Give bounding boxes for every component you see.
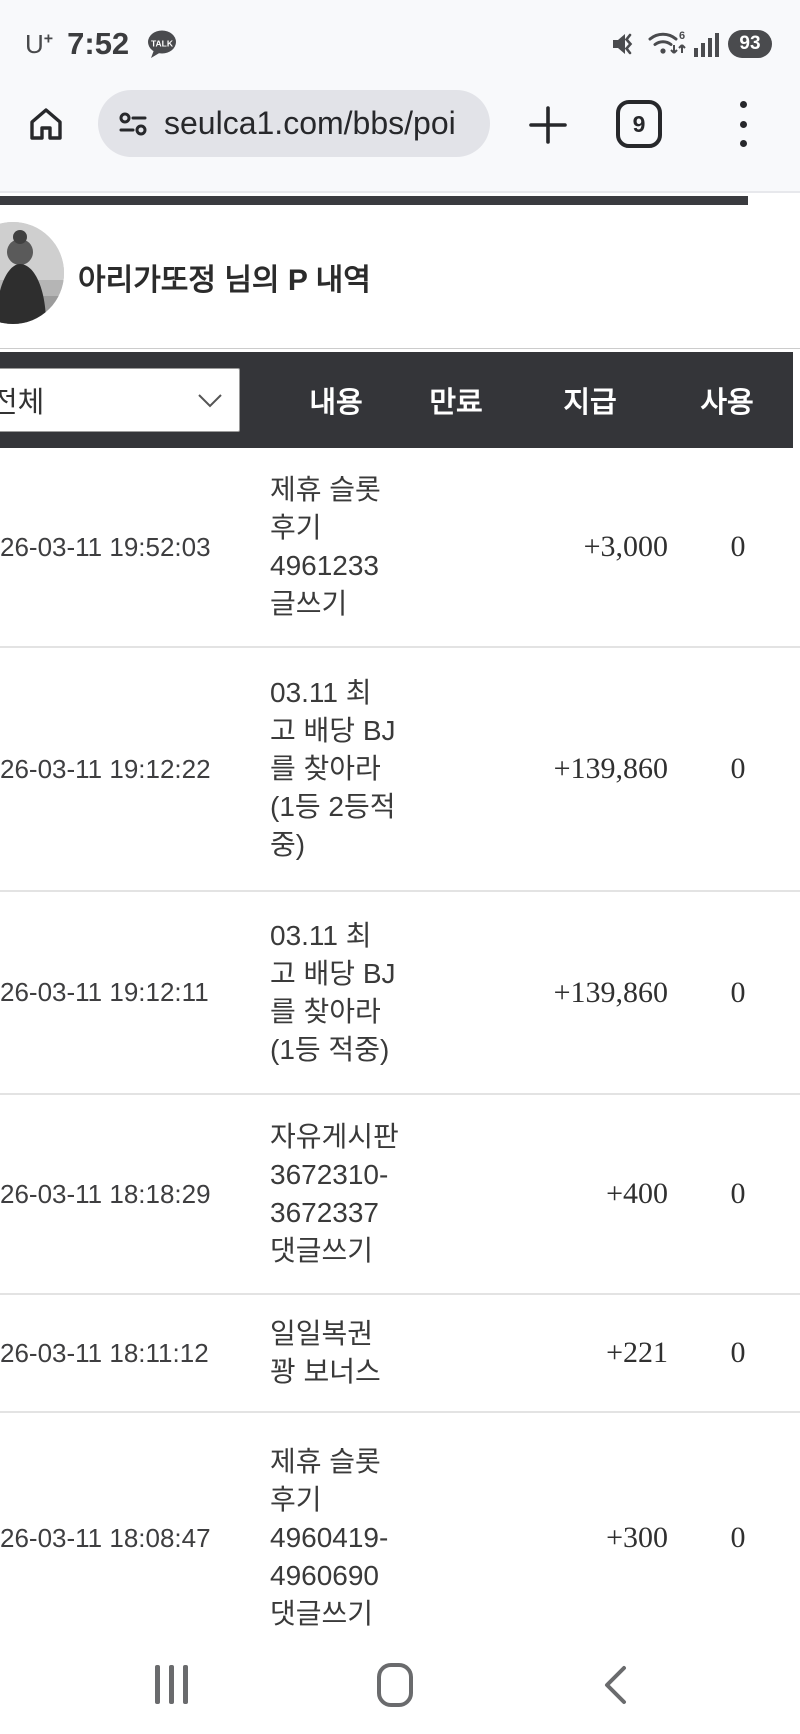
new-tab-button[interactable] [528,105,568,145]
row-datetime: 26-03-11 19:12:22 [0,753,211,784]
row-content: 03.11 최 고 배당 BJ 를 찾아라 (1등 2등적 중) [270,677,396,860]
browser-home-button[interactable] [27,105,65,143]
row-used: 0 [730,530,746,563]
chevron-down-icon [197,393,223,409]
row-used: 0 [730,975,746,1009]
mute-vibrate-icon [610,30,638,58]
nav-recents-button[interactable] [155,1665,188,1704]
carrier-label: U+ [25,28,54,59]
column-header-expire: 만료 [429,387,483,419]
row-content: 03.11 최 고 배당 BJ 를 찾아라 (1등 적중) [270,919,396,1065]
battery-indicator: 93 [728,30,772,58]
row-expire [420,1095,480,1293]
row-datetime: 26-03-11 18:18:29 [0,1178,211,1209]
table-row: 26-03-11 19:52:03 제휴 슬롯 후기 4961233 글쓰기 +… [0,448,800,648]
site-settings-icon[interactable] [118,109,148,139]
kakaotalk-notification-icon: TALK [145,29,179,59]
row-expire [420,648,480,890]
row-used: 0 [730,752,746,785]
tab-switcher-button[interactable]: 9 [616,100,662,148]
row-datetime: 26-03-11 18:08:47 [0,1522,211,1553]
row-datetime: 26-03-11 19:12:11 [0,977,209,1007]
section-divider [0,348,800,349]
svg-text:TALK: TALK [151,39,174,49]
column-header-used: 사용 [700,387,754,419]
status-clock: 7:52 [67,26,130,61]
page-title: 아리가또정 님의 P 내역 [78,264,371,297]
row-paid: +221 [606,1336,668,1369]
row-content: 자유게시판 3672310- 3672337 댓글쓰기 [270,1121,399,1266]
column-header-content: 내용 [309,387,363,419]
table-row: 26-03-11 18:18:29 자유게시판 3672310- 3672337… [0,1095,800,1295]
url-text[interactable]: seulca1.com/bbs/poi [164,105,456,141]
table-row: 26-03-11 19:12:11 03.11 최 고 배당 BJ 를 찾아라 … [0,892,800,1095]
svg-text:6: 6 [679,30,685,42]
filter-select-value: 전체 [0,387,45,419]
table-row: 26-03-11 19:12:22 03.11 최 고 배당 BJ 를 찾아라 … [0,648,800,892]
row-paid: +3,000 [583,530,668,563]
nav-home-button[interactable] [377,1663,413,1707]
browser-chrome: U+ 7:52 TALK 6 [0,0,800,193]
status-right: 6 93 [610,24,772,64]
avatar [0,222,64,324]
row-used: 0 [730,1177,746,1210]
table-row: 26-03-11 18:08:47 제휴 슬롯 후기 4960419- 4960… [0,1413,800,1663]
row-content: 일일복권 꽝 보너스 [270,1318,381,1387]
page-loading-bar [0,196,748,205]
row-content: 제휴 슬롯 후기 4961233 글쓰기 [270,474,381,619]
row-used: 0 [730,1521,746,1554]
row-paid: +139,860 [553,975,668,1009]
address-bar[interactable]: seulca1.com/bbs/poi [98,90,490,157]
browser-menu-button[interactable] [740,101,748,147]
row-expire [420,448,480,646]
row-paid: +400 [606,1177,668,1210]
nav-back-button[interactable] [602,1665,628,1705]
row-expire [420,1295,480,1411]
row-expire [420,1413,480,1663]
table-row: 26-03-11 18:11:12 일일복권 꽝 보너스 +221 0 [0,1295,800,1413]
row-used: 0 [730,1336,746,1369]
row-expire [420,892,480,1093]
row-paid: +300 [606,1521,668,1554]
row-paid: +139,860 [553,752,668,785]
row-content: 제휴 슬롯 후기 4960419- 4960690 댓글쓰기 [270,1446,389,1629]
status-left: U+ 7:52 TALK [25,24,179,64]
column-header-paid: 지급 [563,387,617,419]
row-datetime: 26-03-11 19:52:03 [0,531,211,562]
wifi-6-icon: 6 [646,29,686,59]
table-header-bar: 전체 내용 만료 지급 사용 [0,352,793,448]
signal-strength-icon [694,30,720,58]
filter-select[interactable]: 전체 [0,368,240,432]
row-datetime: 26-03-11 18:11:12 [0,1337,209,1368]
